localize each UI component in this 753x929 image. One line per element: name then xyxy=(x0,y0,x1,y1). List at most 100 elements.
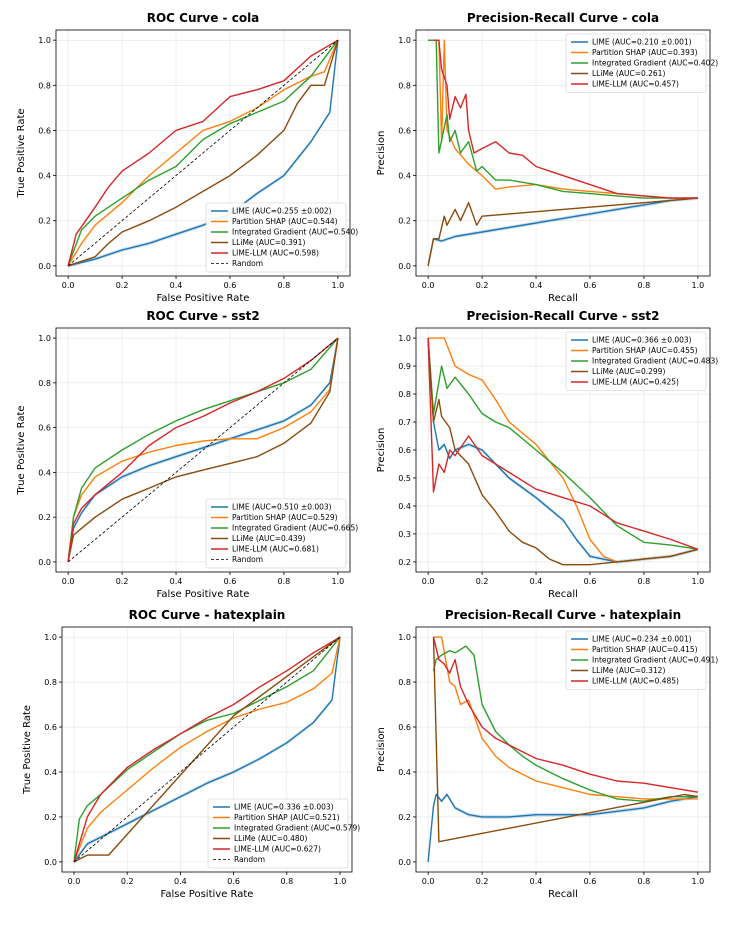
y-tick-label: 0.6 xyxy=(398,126,411,135)
series-group xyxy=(67,336,339,564)
x-tick-label: 0.6 xyxy=(584,281,597,290)
x-tick-label: 0.2 xyxy=(476,877,489,886)
y-tick-label: 0.8 xyxy=(398,390,411,399)
series-line-llime xyxy=(427,197,698,266)
legend-label-partition-shap: Partition SHAP (AUC=0.455) xyxy=(592,346,698,355)
legend-label-partition-shap: Partition SHAP (AUC=0.415) xyxy=(592,645,698,654)
y-tick-label: 0.6 xyxy=(38,424,51,433)
x-tick-label: 0.8 xyxy=(280,877,293,886)
y-axis-label: True Positive Rate xyxy=(16,108,27,198)
legend-label-lime: LIME (AUC=0.210 ±0.001) xyxy=(592,38,692,47)
y-axis-label: Precision xyxy=(376,727,387,772)
x-tick-label: 0.0 xyxy=(62,577,75,586)
y-tick-label: 0.0 xyxy=(44,858,57,867)
y-tick-label: 0.6 xyxy=(398,723,411,732)
x-axis-label: False Positive Rate xyxy=(157,589,250,600)
series-line-integrated-gradient xyxy=(67,39,339,267)
legend-label-integrated-gradient: Integrated Gradient (AUC=0.483) xyxy=(592,357,718,366)
x-tick-label: 0.4 xyxy=(170,281,183,290)
x-axis-label: Recall xyxy=(548,589,578,600)
x-tick-label: 0.6 xyxy=(584,877,597,886)
chart-panel-6: 0.0 0.2 0.4 0.6 0.8 1.0 0.0 0.2 0.4 0.6 0.8 1.0 Prec… xyxy=(376,608,718,900)
x-tick-label: 0.2 xyxy=(121,877,134,886)
y-tick-label: 1.0 xyxy=(398,36,411,45)
x-tick-label: 0.2 xyxy=(116,577,129,586)
y-tick-label: 0.6 xyxy=(398,446,411,455)
chart-panel-2: 0.0 0.2 0.4 0.6 0.8 1.0 0.0 0.2 0.4 0.6 0.8 1.0 Prec… xyxy=(376,11,718,304)
legend: LIME (AUC=0.510 ±0.003)Partition SHAP (A… xyxy=(205,498,358,569)
chart-title: ROC Curve - hatexplain xyxy=(129,608,286,622)
y-tick-label: 1.0 xyxy=(38,334,51,343)
series-line-lime-llm xyxy=(433,39,698,199)
series-group xyxy=(73,635,341,864)
x-tick-label: 1.0 xyxy=(691,877,704,886)
chart-panel-5: 0.0 0.2 0.4 0.6 0.8 1.0 0.0 0.2 0.4 0.6 0.8 1.0 ROC … xyxy=(22,608,360,900)
legend: LIME (AUC=0.210 ±0.001)Partition SHAP (A… xyxy=(565,33,718,93)
y-tick-label: 0.3 xyxy=(398,530,411,539)
y-tick-label: 0.8 xyxy=(44,678,57,687)
x-tick-label: 0.0 xyxy=(422,577,435,586)
legend-label-llime: LLiMe (AUC=0.480) xyxy=(234,834,307,843)
x-axis-label: False Positive Rate xyxy=(157,293,250,304)
x-tick-label: 0.2 xyxy=(116,281,129,290)
x-tick-label: 0.0 xyxy=(62,281,75,290)
chart-panel-1: 0.0 0.2 0.4 0.6 0.8 1.0 0.0 0.2 0.4 0.6 0.8 1.0 ROC … xyxy=(16,11,358,304)
legend: LIME (AUC=0.234 ±0.001)Partition SHAP (A… xyxy=(565,630,718,690)
x-tick-label: 1.0 xyxy=(331,281,344,290)
y-tick-label: 0.2 xyxy=(44,813,57,822)
series-line-lime xyxy=(73,637,341,863)
series-line-partition-shap xyxy=(67,337,339,562)
y-tick-label: 0.7 xyxy=(398,418,411,427)
legend-label-random: Random xyxy=(232,555,263,564)
y-tick-label: 0.4 xyxy=(38,468,51,477)
series-line-llime xyxy=(432,637,699,843)
series-line-lime xyxy=(427,197,698,266)
y-tick-label: 1.0 xyxy=(398,334,411,343)
axes-frame xyxy=(55,327,351,573)
legend-label-integrated-gradient: Integrated Gradient (AUC=0.402) xyxy=(592,59,718,68)
y-tick-label: 0.0 xyxy=(398,262,411,271)
y-tick-label: 0.8 xyxy=(38,81,51,90)
series-group xyxy=(427,336,699,566)
legend-label-lime: LIME (AUC=0.366 ±0.003) xyxy=(592,336,692,345)
legend-label-lime: LIME (AUC=0.510 ±0.003) xyxy=(232,503,332,512)
x-tick-label: 1.0 xyxy=(331,577,344,586)
y-tick-label: 0.2 xyxy=(38,217,51,226)
y-tick-label: 1.0 xyxy=(398,633,411,642)
x-tick-label: 0.2 xyxy=(476,577,489,586)
legend-label-llime: LLiMe (AUC=0.299) xyxy=(592,367,665,376)
series-line-lime-llm xyxy=(427,338,699,550)
y-tick-label: 1.0 xyxy=(38,36,51,45)
legend-label-integrated-gradient: Integrated Gradient (AUC=0.579) xyxy=(234,824,360,833)
y-tick-label: 0.0 xyxy=(38,262,51,271)
legend-label-partition-shap: Partition SHAP (AUC=0.529) xyxy=(232,513,338,522)
legend-label-llime: LLiMe (AUC=0.391) xyxy=(232,238,305,247)
x-tick-label: 0.8 xyxy=(278,577,291,586)
x-tick-label: 0.6 xyxy=(584,577,597,586)
y-tick-label: 1.0 xyxy=(44,633,57,642)
legend-label-lime-llm: LIME-LLM (AUC=0.598) xyxy=(232,249,319,258)
x-tick-label: 0.4 xyxy=(530,877,543,886)
y-axis-label: True Positive Rate xyxy=(22,705,33,795)
series-group xyxy=(427,39,698,268)
x-tick-label: 0.4 xyxy=(174,877,187,886)
legend-label-lime: LIME (AUC=0.336 ±0.003) xyxy=(234,803,334,812)
legend-label-llime: LLiMe (AUC=0.312) xyxy=(592,666,665,675)
legend-label-random: Random xyxy=(232,259,263,268)
legend-box xyxy=(565,630,707,690)
x-tick-label: 0.4 xyxy=(530,281,543,290)
x-tick-label: 0.0 xyxy=(422,281,435,290)
series-group xyxy=(427,636,699,864)
legend: LIME (AUC=0.255 ±0.002)Partition SHAP (A… xyxy=(205,202,358,273)
y-tick-label: 0.8 xyxy=(38,379,51,388)
series-line-random xyxy=(73,636,341,863)
legend-label-random: Random xyxy=(234,855,265,864)
y-tick-label: 0.9 xyxy=(398,362,411,371)
x-tick-label: 0.8 xyxy=(638,577,651,586)
y-axis-label: True Positive Rate xyxy=(16,405,27,495)
chart-title: Precision-Recall Curve - hatexplain xyxy=(445,608,681,622)
series-line-lime-llm xyxy=(73,636,341,863)
legend-label-llime: LLiMe (AUC=0.261) xyxy=(592,69,665,78)
legend-label-integrated-gradient: Integrated Gradient (AUC=0.540) xyxy=(232,228,358,237)
x-tick-label: 0.8 xyxy=(278,281,291,290)
